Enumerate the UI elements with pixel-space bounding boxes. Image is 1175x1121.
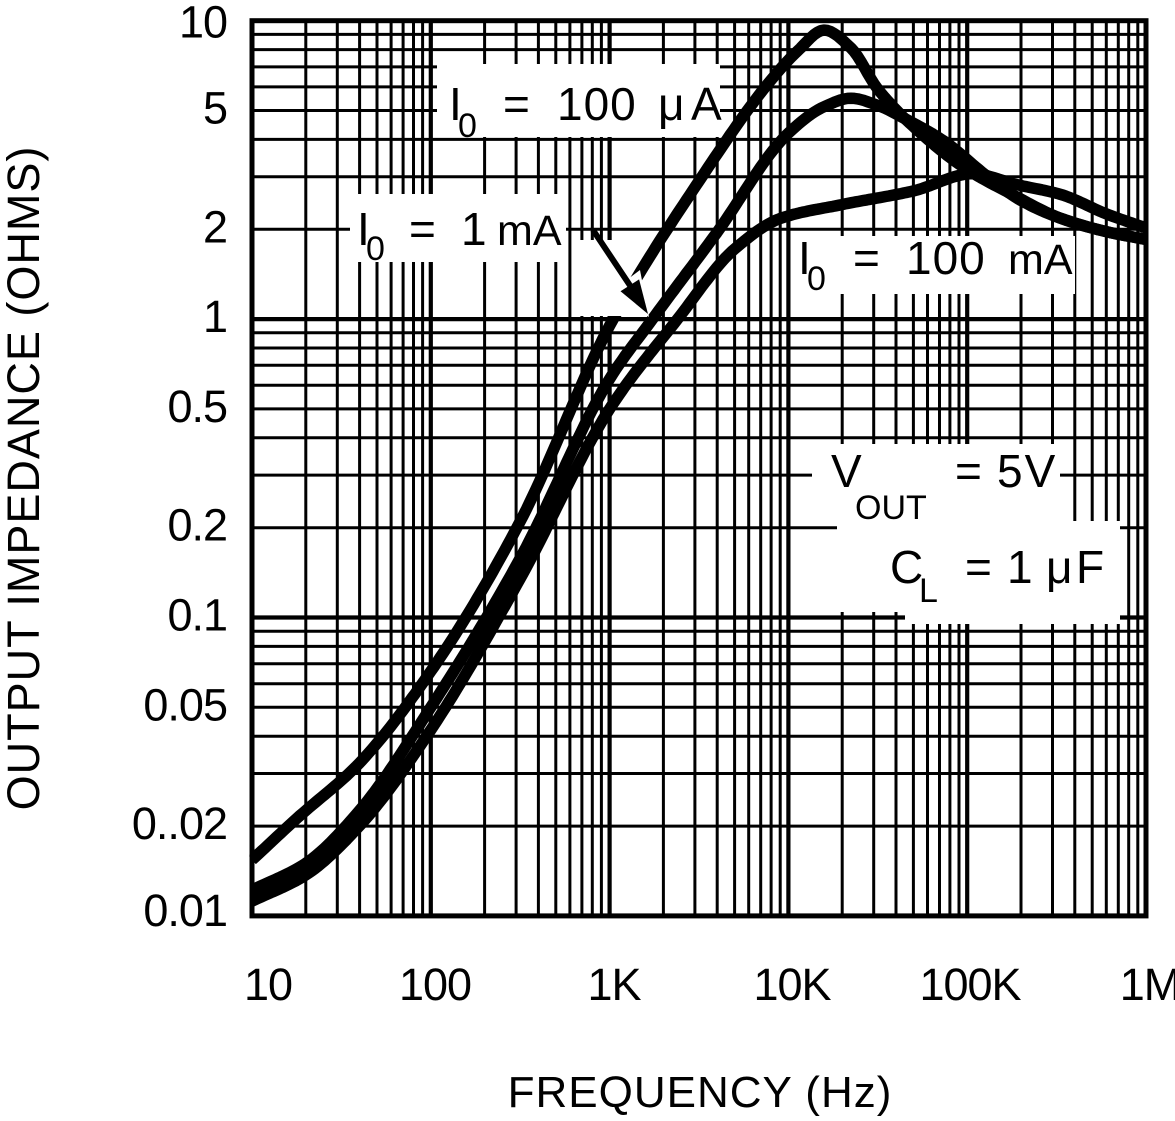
svg-text:0..02: 0..02 bbox=[132, 798, 227, 849]
svg-text:0: 0 bbox=[366, 230, 385, 268]
svg-text:100: 100 bbox=[399, 959, 471, 1010]
svg-text:I: I bbox=[449, 78, 462, 130]
svg-text:μ: μ bbox=[658, 78, 685, 130]
svg-text:μ: μ bbox=[1046, 541, 1073, 593]
svg-text:2: 2 bbox=[203, 201, 227, 252]
svg-text:0.1: 0.1 bbox=[167, 590, 227, 641]
svg-text:1: 1 bbox=[461, 203, 487, 255]
svg-text:=: = bbox=[409, 203, 436, 255]
svg-text:100: 100 bbox=[557, 78, 637, 130]
svg-text:0.5: 0.5 bbox=[167, 381, 227, 432]
svg-text:OUTPUT IMPEDANCE (OHMS): OUTPUT IMPEDANCE (OHMS) bbox=[0, 146, 49, 811]
svg-text:1: 1 bbox=[1007, 541, 1033, 593]
svg-text:0: 0 bbox=[807, 260, 826, 298]
svg-text:5: 5 bbox=[203, 83, 227, 134]
svg-text:0.01: 0.01 bbox=[143, 885, 227, 936]
svg-text:1: 1 bbox=[203, 291, 227, 342]
svg-text:F: F bbox=[1076, 541, 1104, 593]
svg-text:OUT: OUT bbox=[855, 489, 927, 527]
svg-text:mA: mA bbox=[1008, 236, 1073, 284]
svg-text:0: 0 bbox=[458, 107, 477, 145]
svg-text:1K: 1K bbox=[587, 959, 641, 1010]
svg-text:A: A bbox=[691, 78, 722, 130]
svg-text:10K: 10K bbox=[753, 959, 831, 1010]
svg-text:mA: mA bbox=[497, 207, 562, 255]
svg-text:10: 10 bbox=[244, 959, 292, 1010]
svg-text:100: 100 bbox=[906, 232, 986, 284]
svg-text:I: I bbox=[798, 232, 811, 284]
svg-text:0.05: 0.05 bbox=[143, 679, 227, 730]
svg-text:0.2: 0.2 bbox=[167, 500, 227, 551]
svg-text:1M: 1M bbox=[1120, 959, 1175, 1010]
svg-text:V: V bbox=[831, 445, 862, 497]
svg-text:=: = bbox=[503, 78, 530, 130]
svg-text:5V: 5V bbox=[997, 445, 1057, 497]
svg-text:100K: 100K bbox=[919, 959, 1021, 1010]
svg-text:=: = bbox=[853, 232, 880, 284]
svg-text:=: = bbox=[965, 541, 992, 593]
svg-text:C: C bbox=[890, 541, 923, 593]
svg-text:10: 10 bbox=[179, 0, 227, 48]
svg-text:L: L bbox=[919, 572, 938, 610]
svg-text:I: I bbox=[357, 203, 370, 255]
svg-text:=: = bbox=[955, 445, 982, 497]
svg-text:FREQUENCY (Hz): FREQUENCY (Hz) bbox=[508, 1068, 893, 1117]
